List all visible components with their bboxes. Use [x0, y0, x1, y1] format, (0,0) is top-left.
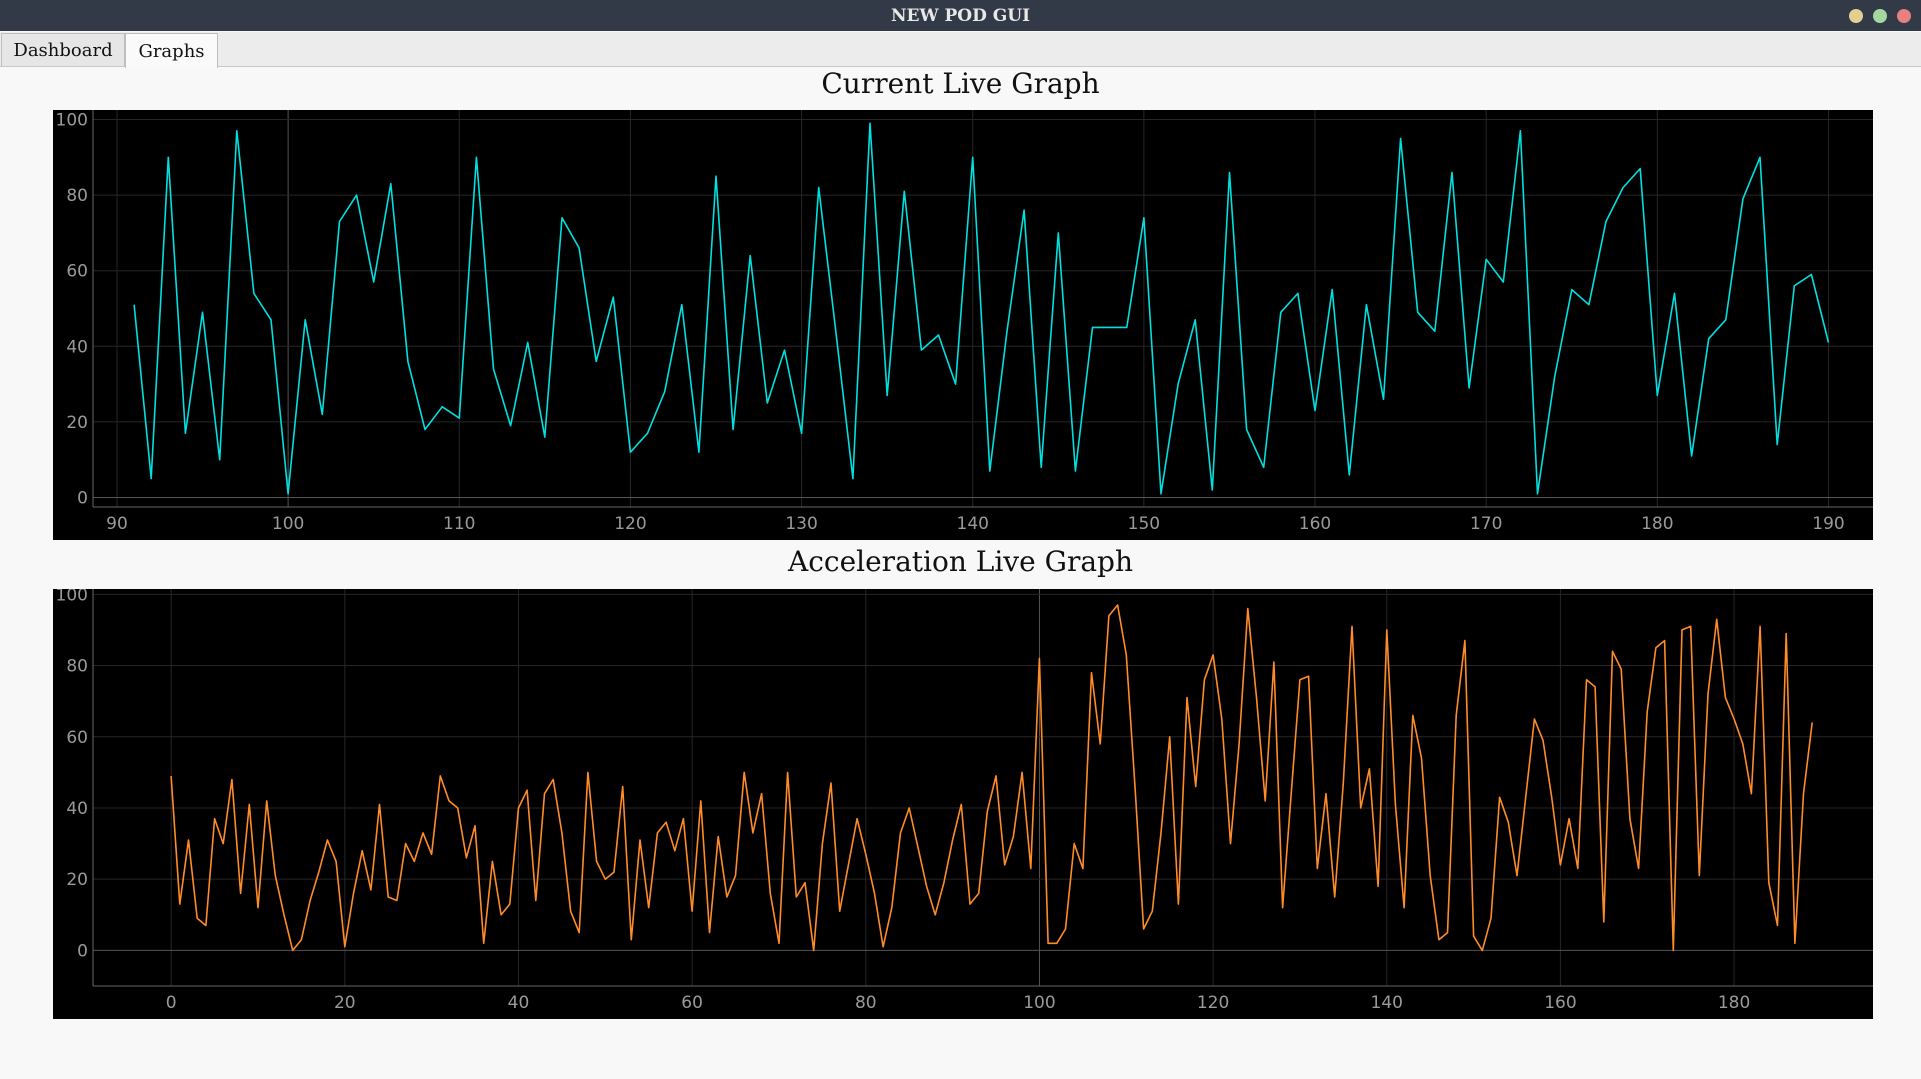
x-tick-label: 40 [508, 993, 530, 1013]
x-tick-label: 130 [785, 514, 817, 534]
current-graph-title: Current Live Graph [821, 67, 1100, 100]
y-tick-label: 60 [66, 262, 88, 282]
y-tick-label: 40 [66, 337, 88, 357]
x-tick-label: 100 [1023, 993, 1055, 1013]
y-tick-label: 80 [66, 186, 88, 206]
current-live-graph[interactable]: 90 100 110 120 130 140 150 160 170 180 190 0 20 40 60 8… [53, 110, 1873, 540]
x-tick-label: 0 [166, 993, 177, 1013]
x-tick-label: 140 [957, 514, 989, 534]
y-tick-label: 80 [66, 657, 88, 677]
x-tick-label: 110 [443, 514, 475, 534]
x-tick-label: 20 [334, 993, 356, 1013]
x-tick-label: 120 [1197, 993, 1229, 1013]
x-tick-label: 90 [106, 514, 128, 534]
window-titlebar: NEW POD GUI [0, 0, 1921, 31]
tab-bar: Dashboard Graphs [0, 32, 1921, 68]
y-tick-label: 60 [66, 728, 88, 748]
x-tick-label: 170 [1470, 514, 1502, 534]
close-button[interactable] [1897, 9, 1911, 23]
x-tick-label: 160 [1299, 514, 1331, 534]
y-tick-label: 0 [77, 489, 88, 509]
series-line [170, 604, 1813, 952]
y-tick-label: 0 [77, 941, 88, 961]
x-tick-label: 60 [681, 993, 703, 1013]
y-tick-label: 40 [66, 799, 88, 819]
series-line [133, 122, 1830, 495]
tab-graphs[interactable]: Graphs [125, 33, 218, 68]
x-tick-label: 80 [855, 993, 877, 1013]
minimize-button[interactable] [1849, 9, 1863, 23]
y-tick-label: 100 [56, 110, 88, 130]
y-tick-label: 20 [66, 870, 88, 890]
x-tick-label: 140 [1371, 993, 1403, 1013]
acceleration-graph-title: Acceleration Live Graph [788, 545, 1133, 578]
window-title: NEW POD GUI [890, 5, 1031, 26]
maximize-button[interactable] [1873, 9, 1887, 23]
x-tick-label: 190 [1812, 514, 1844, 534]
x-tick-label: 180 [1641, 514, 1673, 534]
x-tick-label: 160 [1544, 993, 1576, 1013]
acceleration-graph-svg: 0 20 40 60 80 100 120 140 160 180 0 20 40 60 80 100 [56, 589, 1873, 1013]
x-tick-label: 150 [1128, 514, 1160, 534]
y-tick-label: 100 [56, 589, 88, 605]
x-tick-label: 120 [614, 514, 646, 534]
y-tick-label: 20 [66, 413, 88, 433]
acceleration-live-graph[interactable]: 0 20 40 60 80 100 120 140 160 180 0 20 40 60 80 100 [53, 589, 1873, 1019]
tab-dashboard[interactable]: Dashboard [1, 33, 125, 66]
current-graph-svg: 90 100 110 120 130 140 150 160 170 180 190 0 20 40 60 8… [56, 110, 1873, 534]
x-tick-label: 100 [272, 514, 304, 534]
x-tick-label: 180 [1718, 993, 1750, 1013]
